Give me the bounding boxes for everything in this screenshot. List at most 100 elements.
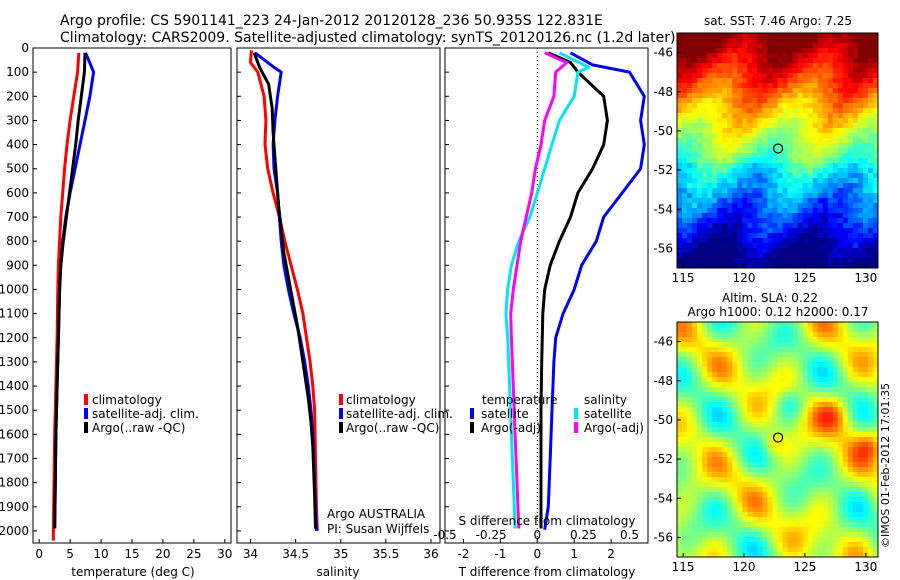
sst-cell <box>677 168 683 174</box>
sla-cell <box>772 457 778 463</box>
sla-cell <box>832 447 839 453</box>
legend-swatch-blue <box>470 408 474 419</box>
sla-cell <box>852 362 859 368</box>
sla-cell <box>817 342 824 348</box>
sla-cell <box>712 542 718 548</box>
sst-cell <box>707 73 713 79</box>
sst-cell <box>732 63 738 69</box>
sst-cell <box>857 83 864 89</box>
sla-cell <box>727 342 733 348</box>
sla-cell <box>717 472 723 478</box>
sla-cell <box>677 407 683 413</box>
sst-cell <box>722 98 728 104</box>
sst-cell <box>752 173 758 179</box>
legend-label-s-satellite: satellite <box>584 407 632 421</box>
sst-cell <box>827 238 834 244</box>
sla-cell <box>712 392 718 398</box>
sst-cell <box>752 208 758 214</box>
sla-cell <box>757 427 763 433</box>
sst-cell <box>807 223 814 229</box>
sla-cell <box>852 422 859 428</box>
sst-cell <box>807 168 814 174</box>
sla-cell <box>742 477 748 483</box>
sla-cell <box>847 477 854 483</box>
sst-cell <box>687 148 693 154</box>
sla-cell <box>712 422 718 428</box>
sst-cell <box>802 178 809 184</box>
sst-cell <box>822 38 829 44</box>
sst-cell <box>732 233 738 239</box>
sla-cell <box>787 347 793 353</box>
sst-cell <box>807 193 814 199</box>
sst-cell <box>817 213 824 219</box>
sla-cell <box>782 422 788 428</box>
sla-cell <box>807 327 814 333</box>
sla-cell <box>857 522 864 528</box>
sla-cell <box>697 527 703 533</box>
sst-cell <box>847 223 854 229</box>
sla-cell <box>727 507 733 513</box>
sst-cell <box>782 58 788 64</box>
sst-cell <box>762 118 768 124</box>
sst-cell <box>777 248 783 254</box>
sst-cell <box>852 238 859 244</box>
sst-cell <box>842 133 849 139</box>
sst-cell <box>872 123 878 129</box>
sst-cell <box>732 178 738 184</box>
sla-cell <box>827 512 834 518</box>
sst-cell <box>712 113 718 119</box>
sla-cell <box>757 527 763 533</box>
sla-cell <box>727 462 733 468</box>
sst-cell <box>727 133 733 139</box>
sla-cell <box>787 467 793 473</box>
sst-cell <box>777 218 783 224</box>
map-y-tick-label: -48 <box>653 374 673 388</box>
sla-cell <box>867 452 874 458</box>
sst-cell <box>742 78 748 84</box>
series-line-satellite-adj-clim- <box>254 51 318 531</box>
sla-cell <box>727 492 733 498</box>
sst-cell <box>722 248 728 254</box>
sst-cell <box>847 168 854 174</box>
sla-cell <box>867 382 874 388</box>
sst-cell <box>782 248 788 254</box>
sst-cell <box>852 118 859 124</box>
sst-cell <box>767 38 773 44</box>
sst-cell <box>867 168 874 174</box>
sst-cell <box>692 218 698 224</box>
sst-cell <box>847 98 854 104</box>
sla-cell <box>742 322 748 328</box>
sst-cell <box>752 143 758 149</box>
sla-cell <box>692 322 698 328</box>
sst-cell <box>692 253 698 259</box>
sst-cell <box>717 33 723 39</box>
sst-cell <box>727 58 733 64</box>
sla-cell <box>777 412 783 418</box>
sst-cell <box>722 128 728 134</box>
sst-cell <box>707 43 713 49</box>
sla-cell <box>697 452 703 458</box>
sst-cell <box>757 123 763 129</box>
sst-cell <box>847 153 854 159</box>
sla-cell <box>817 502 824 508</box>
sla-cell <box>697 502 703 508</box>
sst-cell <box>807 43 814 49</box>
sst-cell <box>847 118 854 124</box>
sla-cell <box>712 552 718 557</box>
sst-cell <box>847 213 854 219</box>
sla-cell <box>687 332 693 338</box>
sst-cell <box>717 158 723 164</box>
sst-cell <box>782 173 788 179</box>
sla-cell <box>822 512 829 518</box>
sst-cell <box>872 93 878 99</box>
sst-cell <box>742 58 748 64</box>
sla-cell <box>767 362 773 368</box>
sst-cell <box>697 218 703 224</box>
sst-cell <box>857 168 864 174</box>
sla-cell <box>717 422 723 428</box>
sst-cell <box>752 128 758 134</box>
sla-cell <box>852 502 859 508</box>
sst-cell <box>697 43 703 49</box>
sla-cell <box>772 442 778 448</box>
sla-cell <box>852 372 859 378</box>
